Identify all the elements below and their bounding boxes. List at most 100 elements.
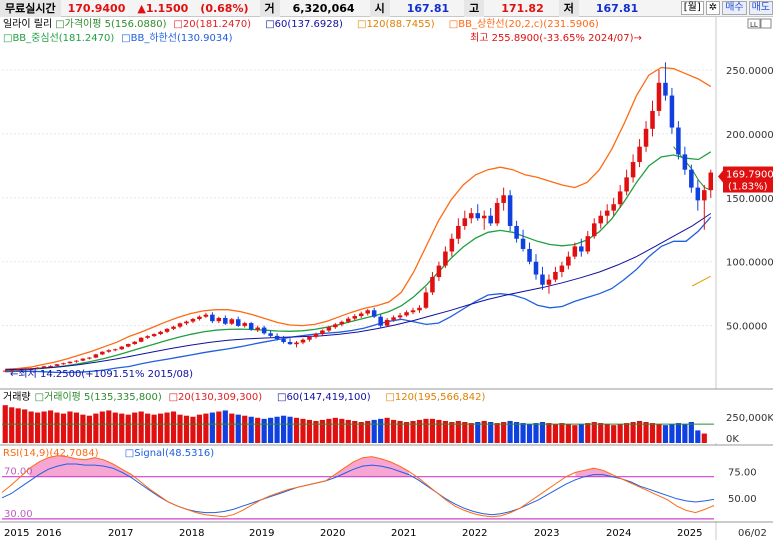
candle-body [80,358,86,361]
candle-body [242,323,247,326]
candle-body [520,238,526,249]
last-price-pct: (1.83%) [728,182,768,193]
candle-body [566,256,571,266]
candle-body [449,238,455,252]
candle-body [443,251,448,266]
volume-bar [106,410,112,443]
candle-body [100,351,105,355]
price-change: ▲1.1500 [137,1,189,15]
volume-bar [209,412,215,443]
price-legend-entry: □BB_상한선(20,2,c)(231.5906) [449,18,599,30]
volume-bar [268,417,274,443]
volume-bar [345,419,351,443]
candle-body [171,326,176,329]
price-tick-label: 50.0000 [726,322,767,333]
x-tick-label: 2020 [320,528,345,539]
volume-bar [526,424,533,443]
candle-body [663,82,668,96]
candle-body [358,313,364,317]
volume-bar [578,424,584,443]
candle-body [41,366,47,368]
x-tick-label: 2025 [677,528,702,539]
volume-bar [403,422,410,443]
candle-body [514,225,519,239]
realtime-label: 무료실시간 [0,0,61,17]
buy-button[interactable]: 매수 [722,1,747,15]
candle-body [28,368,34,370]
candle-body [630,162,636,178]
candle-body [74,360,79,362]
sell-button[interactable]: 매도 [748,1,773,15]
candle-body [2,370,8,372]
candle-body [462,218,468,226]
candle-body [268,333,273,336]
price-change-pct: (0.68%) [200,1,249,15]
volume-bar [274,416,280,443]
volume-bar [624,423,630,443]
gear-icon[interactable]: ✲ [705,1,721,15]
rsi-legend-entry: □Signal(48.5316) [125,448,214,459]
rsi-level-label: 70.00 [4,467,33,478]
last-price-arrow [718,170,723,183]
volume-bar [222,410,228,443]
volume-bar [656,424,662,443]
current-price: 170.9400 [67,1,126,15]
volume-bar [669,424,675,443]
last-price-label: 169.7900 [726,170,773,181]
candle-body [656,82,662,111]
candle-body [255,327,260,330]
volume-bar [565,424,571,443]
period-button[interactable]: [월] [680,1,704,15]
candle-body [177,323,183,327]
candle-body [481,215,487,219]
candle-body [313,333,319,337]
candle-body [423,292,429,308]
volume-bar [533,423,539,443]
candle-body [553,271,558,280]
price-tick-label: 200.0000 [726,130,773,141]
volume-bar [520,423,526,443]
volume-label: 거 [259,0,280,17]
volume-bar [416,419,423,443]
volume-bar [630,422,636,443]
candle-body [494,202,500,224]
price-bg [0,17,773,387]
volume-bar [177,414,183,443]
x-tick-label: 2018 [179,528,204,539]
volume-bar [604,424,610,443]
candle-body [540,274,545,285]
rsi-level-label: 30.00 [4,509,33,520]
candle-body [164,328,170,332]
volume-bar [365,420,371,443]
candle-body [281,339,286,343]
high-value: 171.82 [501,1,544,15]
volume-bar [125,414,131,443]
volume-bar [73,412,80,443]
volume-bar [242,415,248,443]
rsi-tick-label: 75.00 [728,467,757,478]
volume-bar [280,415,287,443]
candle-body [151,334,157,337]
volume-legend-entry: 거래량 [3,391,31,403]
panel-button [747,18,761,29]
candle-body [475,213,481,219]
candle-body [572,246,578,257]
open-value: 167.81 [406,1,450,15]
volume-bar [319,419,325,443]
candle-body [326,327,332,331]
volume-bar [54,412,60,443]
volume-bar [501,422,507,443]
volume-bar [93,413,99,443]
candle-body [106,350,112,352]
volume-bar [248,416,254,443]
volume-bar [591,422,597,443]
volume-bar [449,422,455,443]
x-tick-label: 2015 [4,528,29,539]
volume-legend-entry: □거래이평 5(135,335,800) [35,391,162,403]
candle-body [307,336,312,340]
panel-button-label: LL [750,21,758,29]
price-legend-entry: □120(88.7455) [357,19,435,30]
volume-bar [410,420,416,443]
volume-tick-label: 250,000K [726,413,773,424]
